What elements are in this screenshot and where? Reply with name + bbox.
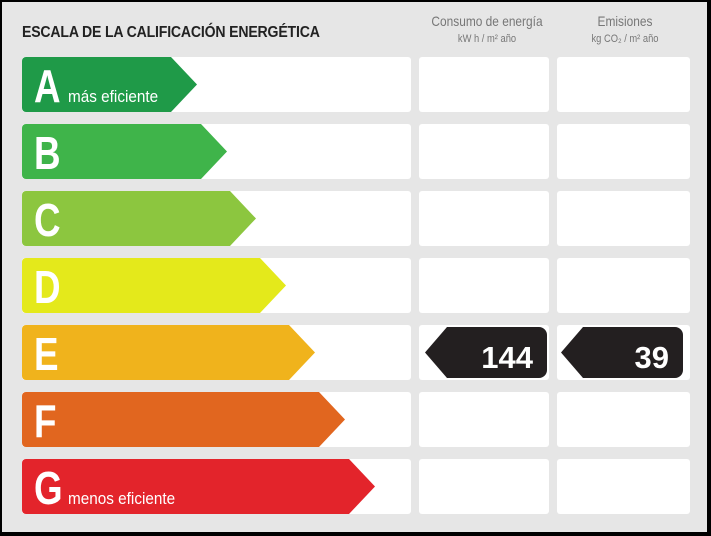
rating-arrow-e: E — [22, 325, 315, 380]
emissions-cell — [557, 258, 690, 313]
emissions-cell: 39 — [557, 325, 690, 380]
emissions-cell — [557, 459, 690, 514]
consumption-cell — [419, 258, 549, 313]
rating-arrow-b: B — [22, 124, 227, 179]
rating-letter: F — [34, 395, 57, 447]
rating-arrow-d: D — [22, 258, 286, 313]
rating-letter: B — [34, 127, 61, 179]
rating-letter: E — [34, 328, 59, 380]
consumption-cell: 144 — [419, 325, 549, 380]
emissions-cell — [557, 124, 690, 179]
emissions-cell — [557, 191, 690, 246]
emissions-value-badge: 39 — [561, 327, 683, 378]
rating-letter: G — [34, 462, 63, 514]
consumption-value-badge: 144 — [425, 327, 547, 378]
rating-letter: D — [34, 261, 61, 313]
rating-arrow-g: G menos eficiente — [22, 459, 375, 514]
consumption-cell — [419, 191, 549, 246]
emissions-cell — [557, 57, 690, 112]
consumption-cell — [419, 124, 549, 179]
rating-arrow-f: F — [22, 392, 345, 447]
rating-caption: más eficiente — [68, 87, 159, 106]
rating-letter: A — [34, 60, 61, 112]
column-header-consumption: Consumo de energía kW h / m² año — [431, 13, 543, 45]
rating-caption: menos eficiente — [68, 489, 176, 508]
label-title: ESCALA DE LA CALIFICACIÓN ENERGÉTICA — [22, 24, 320, 41]
consumption-cell — [419, 459, 549, 514]
consumption-cell — [419, 392, 549, 447]
column-header-emissions: Emisiones kg CO₂ / m² año — [591, 13, 659, 45]
rating-arrow-a: A más eficiente — [22, 57, 197, 112]
emissions-cell — [557, 392, 690, 447]
consumption-cell — [419, 57, 549, 112]
rating-arrow-c: C — [22, 191, 256, 246]
rating-letter: C — [34, 194, 61, 246]
